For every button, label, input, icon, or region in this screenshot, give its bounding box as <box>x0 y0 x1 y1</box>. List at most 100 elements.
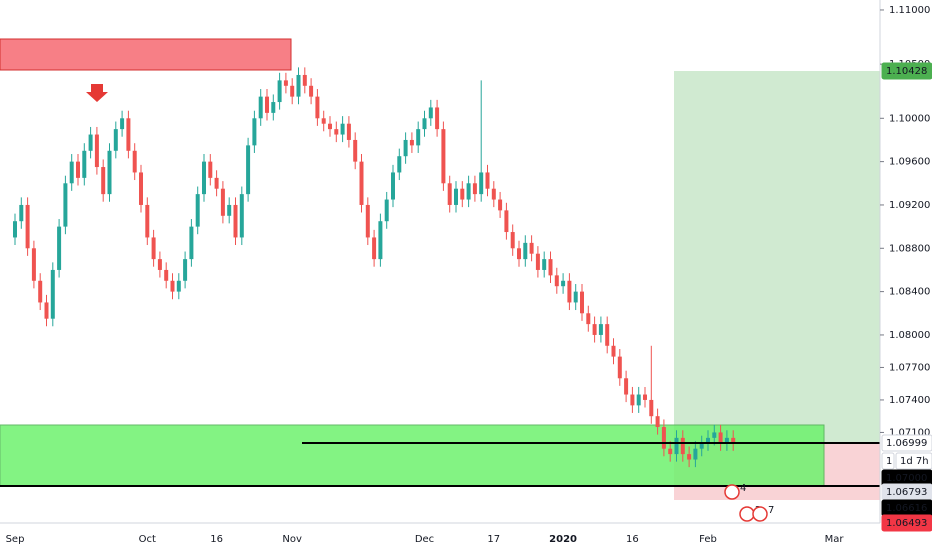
supply-zone <box>0 38 292 71</box>
candle-body <box>655 416 660 428</box>
candle-body <box>542 259 547 270</box>
x-tick-label: 16 <box>626 534 639 545</box>
candle-body <box>252 118 257 146</box>
candle-body <box>31 248 36 281</box>
event-marker <box>752 506 768 522</box>
candle-body <box>548 259 553 276</box>
x-tick-label: Sep <box>6 534 25 545</box>
candle-body <box>220 188 225 216</box>
candle-body <box>321 118 326 124</box>
candle-body <box>554 275 559 287</box>
candle-body <box>76 161 80 178</box>
x-tick-label: Feb <box>699 534 717 545</box>
candle-body <box>271 102 276 113</box>
candle-body <box>208 161 213 178</box>
price-tag-label: 1.10428 <box>886 66 927 77</box>
candle-body <box>151 237 156 260</box>
y-tick-label: 1.09200 <box>889 200 930 211</box>
candle-body <box>397 156 402 173</box>
candle-body <box>718 432 723 444</box>
candle-body <box>510 232 515 249</box>
candle-body <box>170 280 175 292</box>
candle-body <box>479 172 484 195</box>
candle-body <box>731 437 736 444</box>
candle-body <box>82 150 87 178</box>
candle-body <box>346 123 351 140</box>
candle-body <box>460 188 465 200</box>
event-marker <box>724 484 740 500</box>
candle-body <box>233 204 238 238</box>
price-tag-label: 1.07000 <box>886 473 927 484</box>
candle-body <box>472 183 477 195</box>
candle-body <box>189 226 194 260</box>
x-tick-label: Mar <box>825 534 845 545</box>
candle-body <box>359 161 364 205</box>
candle-body <box>38 280 43 303</box>
candle-body <box>132 150 137 173</box>
candle-body <box>25 204 30 249</box>
candle-body <box>265 96 269 113</box>
candle-body <box>365 204 370 238</box>
y-tick-label: 1.11000 <box>889 5 930 16</box>
candle-body <box>668 448 673 455</box>
event-marker <box>739 506 755 522</box>
drawings <box>0 38 880 500</box>
candle-body <box>693 448 698 460</box>
candle-body <box>101 167 106 195</box>
candle-body <box>454 188 458 205</box>
y-tick-label: 1.08800 <box>889 243 930 254</box>
y-tick-label: 1.07100 <box>889 427 930 438</box>
candle-body <box>687 454 692 460</box>
candle-body <box>391 172 395 200</box>
candle-body <box>258 96 263 119</box>
candle-body <box>164 269 169 281</box>
candle-body <box>661 427 666 449</box>
candle-body <box>409 139 414 146</box>
candle-body <box>309 85 314 97</box>
price-tag-label: 1.06616 <box>886 503 927 514</box>
candle-body <box>145 204 150 238</box>
x-tick-label: Oct <box>139 534 156 545</box>
y-tick-label: 1.07700 <box>889 362 930 373</box>
down-arrow <box>86 84 108 102</box>
candle-body <box>611 345 616 357</box>
candle-body <box>19 204 24 222</box>
candle-body <box>227 204 232 216</box>
candle-body <box>353 139 358 162</box>
candle-body <box>573 291 578 303</box>
price-tag-label: 1 <box>886 456 892 467</box>
candle-body <box>283 80 288 86</box>
candle-body <box>403 139 408 157</box>
candle-body <box>630 394 635 406</box>
price-tag <box>881 62 932 80</box>
candle-body <box>13 221 17 238</box>
candle-body <box>605 324 610 346</box>
profit-zone <box>674 71 880 443</box>
candle-body <box>529 242 534 254</box>
candle-body <box>50 269 55 319</box>
candle-body <box>724 437 729 444</box>
candle-body <box>340 123 345 135</box>
candle-body <box>183 259 188 281</box>
price-tag <box>881 434 932 452</box>
x-tick-label: 2020 <box>549 534 577 545</box>
candle-body <box>643 394 647 400</box>
candle-body <box>202 161 206 195</box>
candle-body <box>416 129 421 146</box>
candle-body <box>523 242 528 260</box>
price-tag-label: 1.06999 <box>886 438 927 449</box>
candle-body <box>428 107 433 119</box>
candle-body <box>567 280 572 303</box>
candle-body <box>176 280 181 292</box>
price-tag-label: 1d 7h <box>900 456 929 467</box>
candle-body <box>246 145 251 195</box>
y-tick-label: 1.09600 <box>889 157 930 168</box>
candle-body <box>334 129 339 135</box>
event-marker-label: 7 <box>768 505 774 516</box>
candle-body <box>94 134 99 168</box>
price-tag-label: 1.06493 <box>886 518 927 529</box>
candle-body <box>517 248 521 260</box>
candle-body <box>649 399 654 417</box>
candle-body <box>157 259 162 270</box>
candle-body <box>422 118 427 130</box>
